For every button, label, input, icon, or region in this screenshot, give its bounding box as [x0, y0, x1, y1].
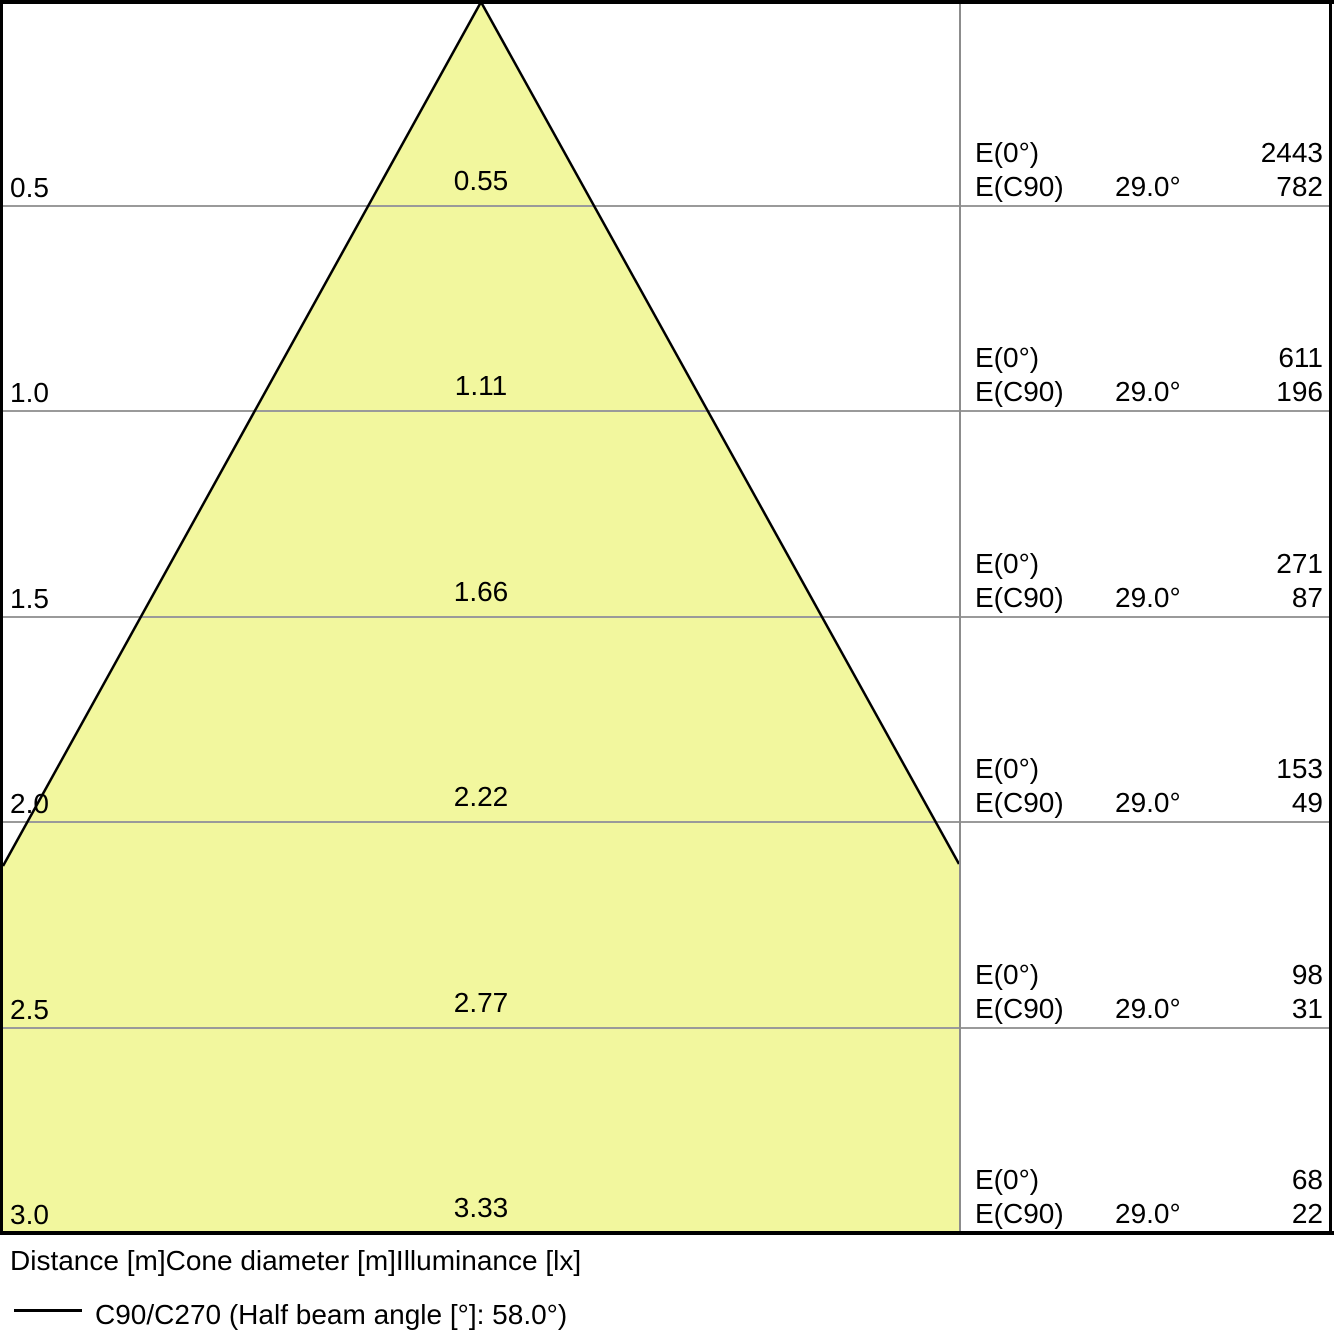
cone-diagram-canvas: [0, 0, 1334, 1235]
distance-label: 3.0: [10, 1199, 49, 1230]
legend-line-icon: [14, 1309, 82, 1312]
e0-label: E(0°): [975, 137, 1040, 168]
ec90-value: 49: [1291, 787, 1323, 818]
e0-value: 98: [1291, 959, 1323, 990]
axis-caption: Distance [m]Cone diameter [m]Illuminance…: [10, 1245, 582, 1276]
e0-value: 2443: [1260, 137, 1323, 168]
ec90-angle: 29.0°: [1115, 787, 1181, 818]
ec90-value: 31: [1291, 993, 1323, 1024]
cone-diameter-label: 1.66: [453, 576, 509, 607]
cone-diameter-label: 0.55: [453, 165, 509, 196]
e0-value: 153: [1276, 753, 1323, 784]
distance-label: 2.5: [10, 994, 49, 1025]
cone-diameter-label: 1.11: [454, 370, 508, 401]
e0-label: E(0°): [975, 548, 1040, 579]
e0-value: 68: [1291, 1164, 1323, 1195]
cone-diameter-label: 3.33: [453, 1192, 509, 1223]
ec90-label: E(C90): [975, 171, 1064, 202]
ec90-angle: 29.0°: [1115, 582, 1181, 613]
e0-label: E(0°): [975, 342, 1040, 373]
ec90-value: 22: [1291, 1198, 1323, 1229]
e0-label: E(0°): [975, 959, 1040, 990]
ec90-value: 196: [1276, 376, 1323, 407]
e0-value: 611: [1278, 342, 1323, 373]
ec90-value: 782: [1276, 171, 1323, 202]
ec90-label: E(C90): [975, 993, 1064, 1024]
e0-label: E(0°): [975, 1164, 1040, 1195]
cone-edge-left: [1, 1, 483, 867]
distance-label: 0.5: [10, 172, 49, 203]
ec90-label: E(C90): [975, 582, 1064, 613]
e0-label: E(0°): [975, 753, 1040, 784]
ec90-value: 87: [1291, 582, 1323, 613]
ec90-angle: 29.0°: [1115, 171, 1181, 202]
ec90-angle: 29.0°: [1115, 376, 1181, 407]
ec90-label: E(C90): [975, 787, 1064, 818]
cone-diameter-label: 2.22: [453, 781, 509, 812]
ec90-angle: 29.0°: [1115, 993, 1181, 1024]
legend-label: C90/C270 (Half beam angle [°]: 58.0°): [95, 1299, 568, 1330]
distance-label: 1.0: [10, 377, 49, 408]
ec90-label: E(C90): [975, 376, 1064, 407]
distance-label: 2.0: [10, 788, 49, 819]
cone-edge-right: [479, 1, 961, 865]
cone-diameter-label: 2.77: [453, 987, 509, 1018]
distance-label: 1.5: [10, 583, 49, 614]
ec90-label: E(C90): [975, 1198, 1064, 1229]
e0-value: 271: [1276, 548, 1323, 579]
ec90-angle: 29.0°: [1115, 1198, 1181, 1229]
